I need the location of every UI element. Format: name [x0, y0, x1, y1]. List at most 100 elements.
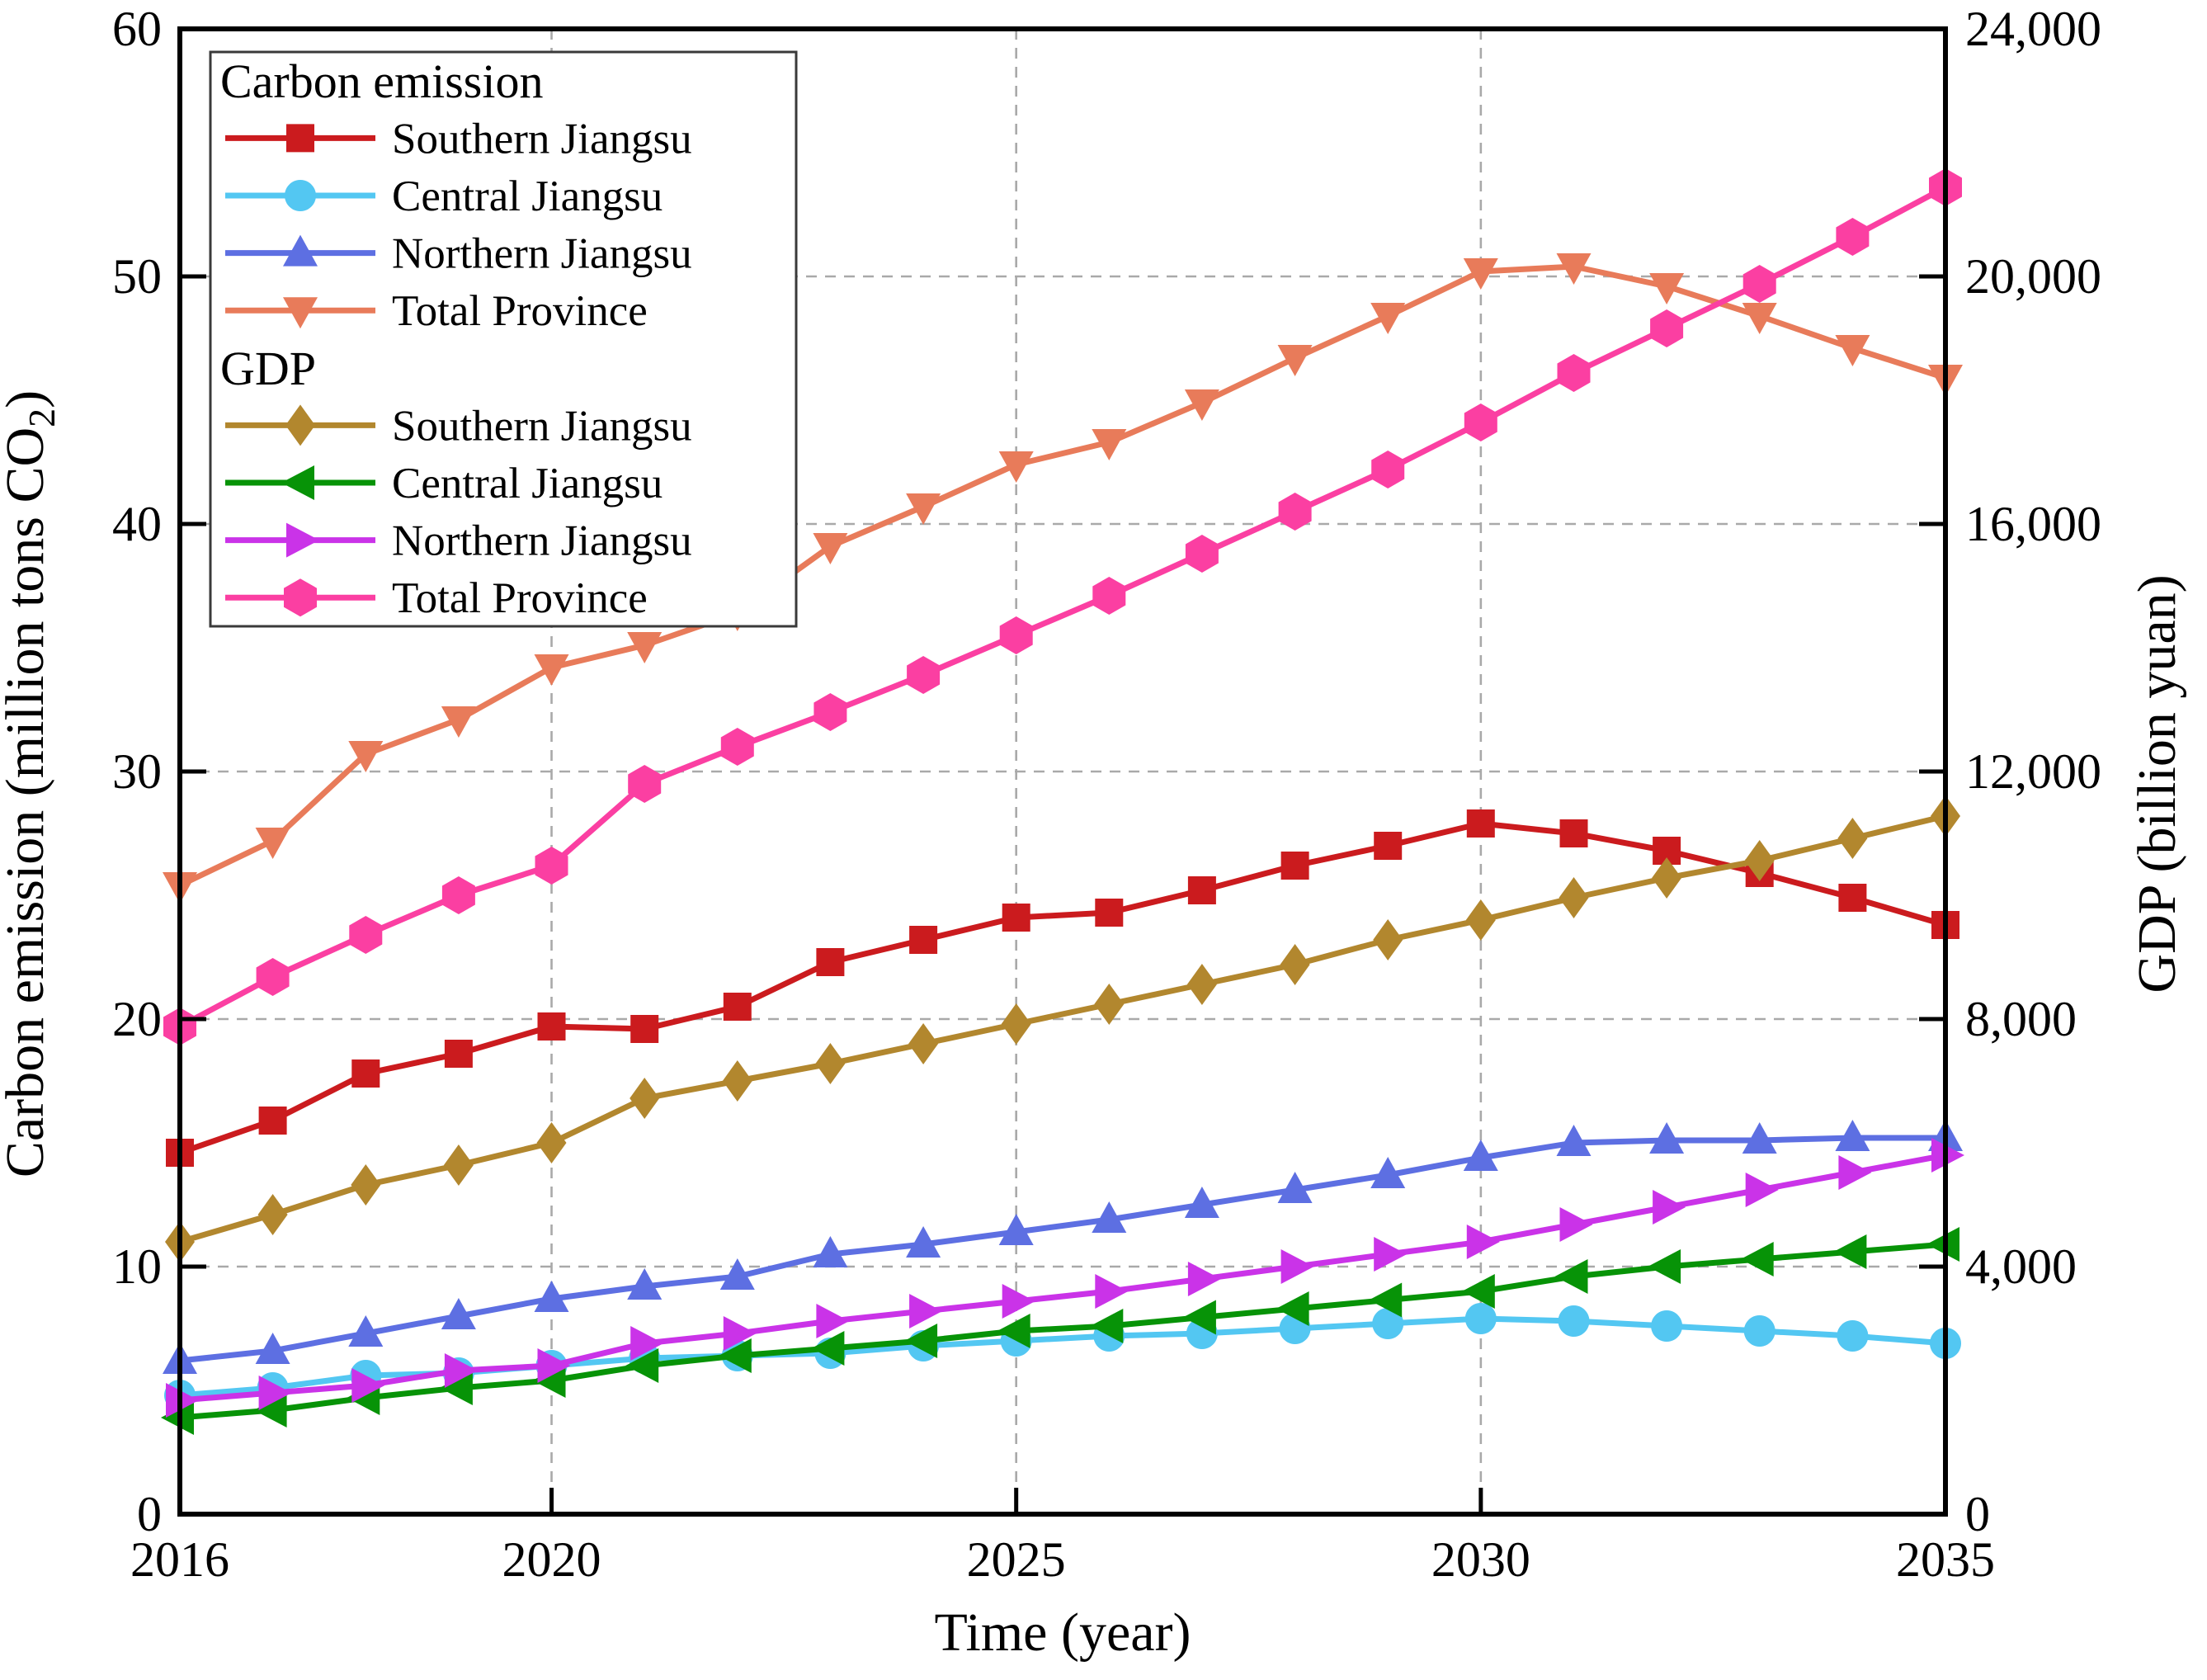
marker-triangle-down-ce_total-2028 — [1277, 345, 1313, 376]
marker-hexagon-gdp_total-2021 — [628, 765, 662, 803]
right-tick-label-0: 0 — [1965, 1487, 1990, 1541]
legend-swatch-marker-diamond-gdp_southern — [285, 404, 315, 446]
marker-hexagon-gdp_total-2023 — [813, 693, 847, 731]
marker-triangle-up-ce_northern-2029 — [1370, 1157, 1406, 1188]
legend-group-title-1: GDP — [220, 342, 316, 395]
marker-hexagon-gdp_total-2024 — [907, 656, 941, 694]
marker-diamond-gdp_southern-2033 — [1744, 840, 1775, 881]
marker-diamond-gdp_southern-2019 — [443, 1144, 474, 1186]
left-tick-label-50: 50 — [112, 249, 162, 304]
marker-triangle-down-ce_total-2018 — [348, 741, 384, 772]
marker-circle-ce_central-2030 — [1464, 1303, 1497, 1334]
x-tick-label-2025: 2025 — [967, 1532, 1066, 1587]
marker-triangle-up-ce_northern-2031 — [1556, 1125, 1592, 1156]
marker-triangle-right-gdp_northern-2030 — [1466, 1225, 1500, 1259]
marker-triangle-up-ce_northern-2032 — [1649, 1122, 1685, 1154]
marker-triangle-left-gdp_central-2030 — [1461, 1274, 1495, 1309]
marker-triangle-left-gdp_central-2032 — [1648, 1249, 1681, 1284]
legend-label-ce_central: Central Jiangsu — [392, 172, 663, 220]
left-axis-title: Carbon emission (million tons CO2) — [0, 390, 63, 1177]
series-gdp_total — [163, 168, 1962, 1045]
right-axis-title: GDP (billion yuan) — [2127, 574, 2187, 993]
left-tick-label-30: 30 — [112, 744, 162, 799]
marker-triangle-right-gdp_northern-2020 — [537, 1348, 571, 1383]
x-axis-title: Time (year) — [935, 1602, 1191, 1663]
marker-triangle-up-ce_northern-2021 — [627, 1268, 663, 1300]
marker-circle-ce_central-2031 — [1558, 1305, 1590, 1337]
marker-triangle-right-gdp_northern-2023 — [816, 1304, 850, 1338]
legend-item-gdp_central: Central Jiangsu — [225, 460, 663, 507]
marker-triangle-up-ce_northern-2034 — [1835, 1120, 1870, 1151]
marker-square-ce_southern-2019 — [444, 1040, 473, 1068]
axis-tick-labels: 010203040506004,0008,00012,00016,00020,0… — [112, 2, 2101, 1587]
legend-item-ce_northern: Northern Jiangsu — [225, 230, 692, 278]
left-axis-title-main: Carbon emission (million tons CO — [0, 427, 55, 1177]
marker-triangle-up-ce_northern-2030 — [1463, 1140, 1498, 1171]
marker-triangle-left-gdp_central-2031 — [1554, 1259, 1588, 1294]
marker-diamond-gdp_southern-2026 — [1094, 984, 1125, 1025]
marker-hexagon-gdp_total-2034 — [1836, 218, 1870, 256]
left-tick-label-60: 60 — [112, 2, 162, 56]
legend-swatch-marker-triangle-down-ce_total — [283, 297, 318, 329]
legend-item-ce_southern: Southern Jiangsu — [225, 115, 692, 163]
series-ce_southern — [166, 809, 1959, 1167]
marker-triangle-right-gdp_northern-2029 — [1374, 1237, 1408, 1272]
marker-triangle-left-gdp_central-2028 — [1276, 1291, 1309, 1326]
legend-item-ce_central: Central Jiangsu — [225, 172, 663, 220]
marker-triangle-down-ce_total-2023 — [813, 533, 848, 564]
marker-circle-ce_central-2033 — [1743, 1315, 1776, 1347]
legend-label-ce_southern: Southern Jiangsu — [392, 115, 692, 163]
legend-label-gdp_southern: Southern Jiangsu — [392, 402, 692, 450]
marker-triangle-left-gdp_central-2022 — [718, 1338, 752, 1373]
marker-square-ce_southern-2022 — [723, 993, 752, 1021]
axis-ticks — [177, 26, 1948, 1517]
legend: Carbon emission Southern Jiangsu Central J… — [209, 50, 798, 628]
x-tick-label-2016: 2016 — [130, 1532, 229, 1587]
marker-square-ce_southern-2031 — [1559, 819, 1588, 847]
marker-hexagon-gdp_total-2032 — [1650, 309, 1684, 347]
marker-hexagon-gdp_total-2031 — [1557, 354, 1591, 392]
marker-diamond-gdp_southern-2028 — [1280, 944, 1310, 985]
marker-triangle-up-ce_northern-2033 — [1742, 1122, 1777, 1154]
legend-swatch-marker-square-ce_southern — [286, 124, 314, 153]
marker-square-ce_southern-2024 — [909, 926, 938, 954]
marker-hexagon-gdp_total-2028 — [1278, 493, 1312, 531]
marker-triangle-right-gdp_northern-2027 — [1187, 1262, 1221, 1296]
marker-triangle-up-ce_northern-2023 — [813, 1236, 848, 1267]
right-tick-label-12,000: 12,000 — [1965, 744, 2101, 799]
marker-triangle-up-ce_northern-2022 — [719, 1258, 755, 1290]
series-line-ce_northern — [179, 1135, 1945, 1364]
marker-diamond-gdp_southern-2027 — [1186, 964, 1217, 1005]
marker-hexagon-gdp_total-2019 — [441, 876, 475, 914]
left-tick-label-40: 40 — [112, 497, 162, 551]
marker-square-ce_southern-2023 — [816, 948, 845, 976]
marker-triangle-down-ce_total-2020 — [534, 654, 569, 686]
marker-hexagon-gdp_total-2033 — [1742, 265, 1776, 303]
marker-diamond-gdp_southern-2034 — [1837, 818, 1868, 859]
right-tick-label-4,000: 4,000 — [1965, 1239, 2077, 1294]
legend-item-gdp_total: Total Province — [225, 574, 648, 622]
legend-label-gdp_northern: Northern Jiangsu — [392, 517, 692, 565]
right-tick-label-24,000: 24,000 — [1965, 2, 2101, 56]
x-tick-label-2030: 2030 — [1431, 1532, 1530, 1587]
marker-triangle-down-ce_total-2019 — [441, 706, 476, 738]
marker-square-ce_southern-2032 — [1653, 837, 1681, 865]
left-tick-label-10: 10 — [112, 1239, 162, 1294]
marker-hexagon-gdp_total-2026 — [1092, 577, 1126, 615]
marker-triangle-left-gdp_central-2027 — [1182, 1300, 1216, 1335]
marker-triangle-up-ce_northern-2019 — [441, 1298, 476, 1329]
right-tick-label-16,000: 16,000 — [1965, 497, 2101, 551]
series-gdp_central — [161, 1227, 1959, 1435]
marker-triangle-down-ce_total-2025 — [998, 451, 1034, 483]
right-tick-label-20,000: 20,000 — [1965, 249, 2101, 304]
series-ce_northern — [163, 1120, 1963, 1374]
marker-triangle-right-gdp_northern-2019 — [444, 1353, 478, 1388]
marker-triangle-down-ce_total-2024 — [906, 493, 941, 525]
left-axis-title-close: ) — [0, 390, 55, 408]
legend-label-gdp_central: Central Jiangsu — [392, 460, 663, 507]
legend-swatch-marker-triangle-left-gdp_central — [281, 465, 314, 500]
marker-triangle-up-ce_northern-2028 — [1277, 1172, 1313, 1203]
left-tick-label-20: 20 — [112, 992, 162, 1046]
legend-item-ce_total: Total Province — [225, 287, 648, 335]
